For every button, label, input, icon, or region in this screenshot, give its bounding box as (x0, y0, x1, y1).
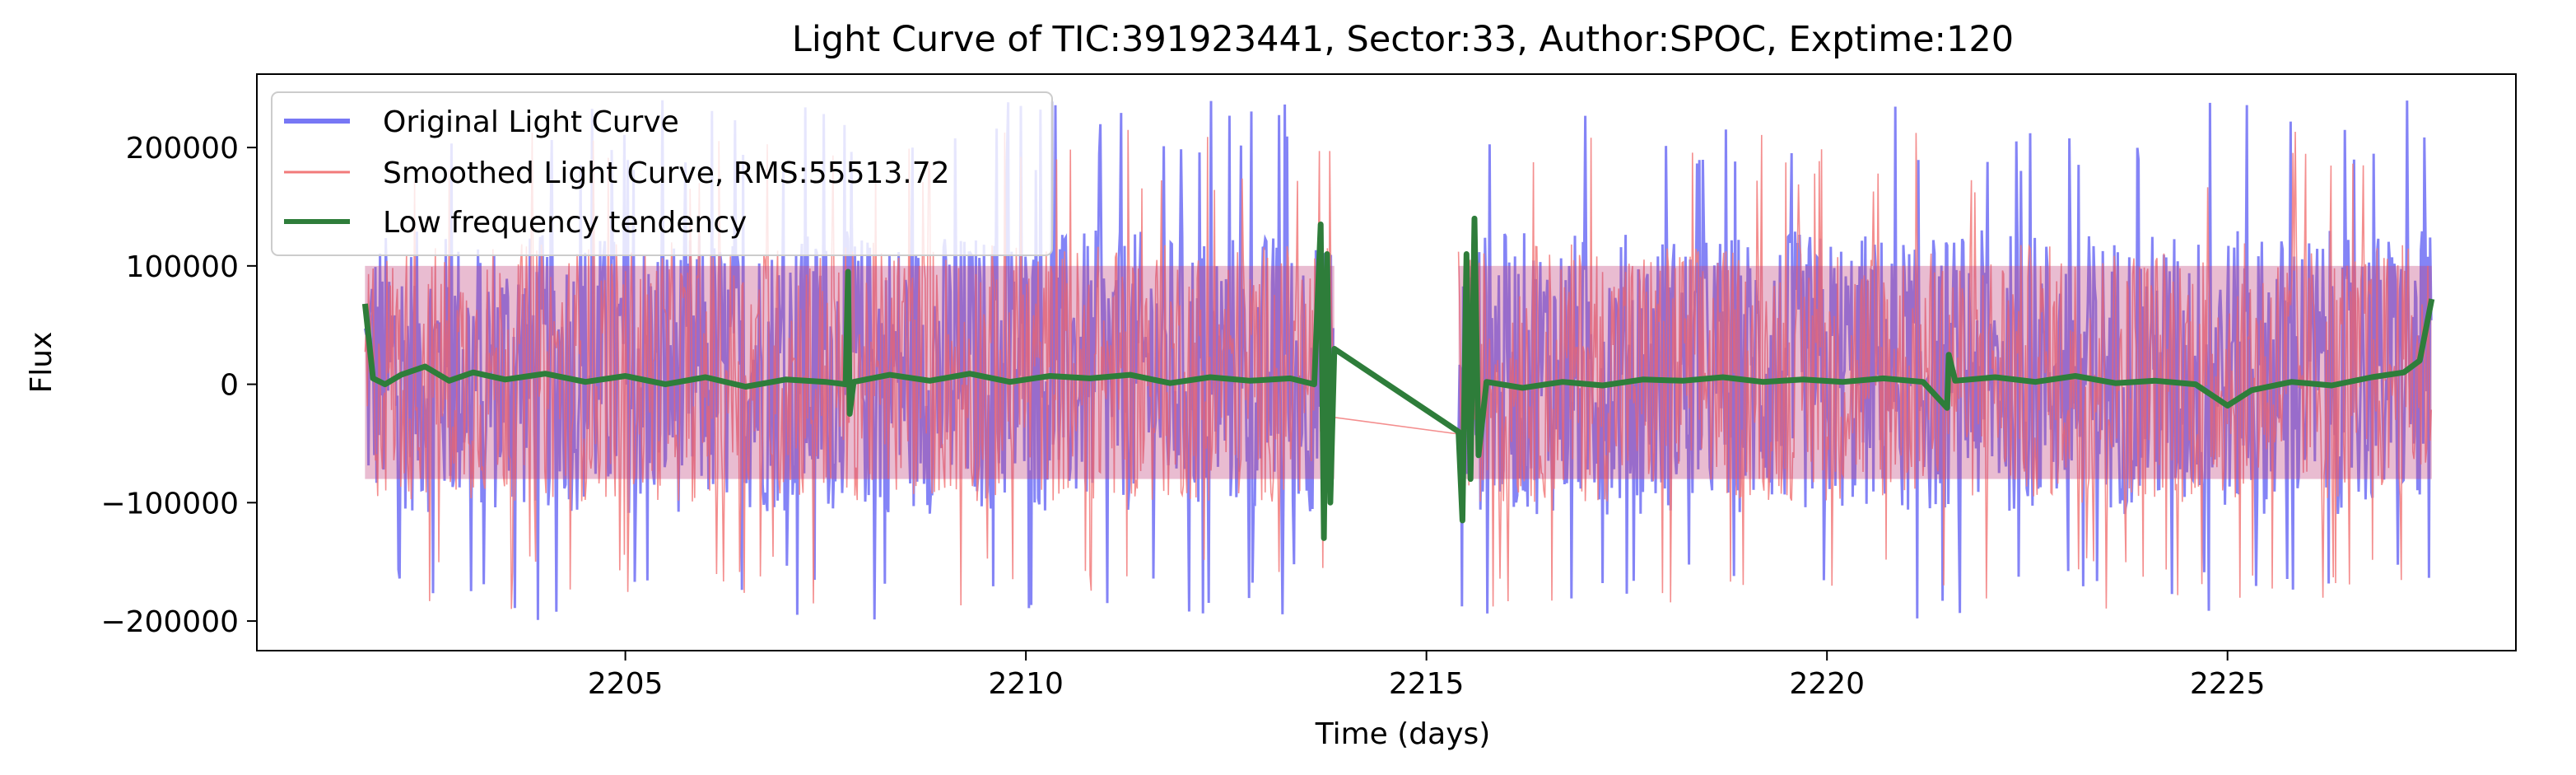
y-tick-label: 200000 (126, 132, 239, 166)
chart-title: Light Curve of TIC:391923441, Sector:33,… (792, 19, 2014, 60)
x-axis: 2205 2210 2215 2220 2225 (588, 651, 2266, 701)
series-low-frequency-tendency (361, 215, 2435, 541)
x-tick-label: 2205 (588, 667, 664, 701)
x-tick-label: 2210 (988, 667, 1064, 701)
legend: Original Light Curve Smoothed Light Curv… (271, 91, 1053, 256)
legend-box (271, 91, 1053, 256)
x-axis-label: Time (days) (1315, 717, 1491, 751)
plot-area (256, 73, 2517, 651)
plot-frame (256, 73, 2517, 651)
y-tick-label: −100000 (100, 487, 239, 521)
x-tick-label: 2220 (1789, 667, 1865, 701)
series-overlap-band (1458, 265, 2432, 479)
y-axis: −200000 −100000 0 100000 200000 (100, 132, 257, 639)
series-layer (361, 100, 2435, 620)
y-tick-label: −200000 (100, 605, 239, 639)
x-tick-label: 2215 (1389, 667, 1465, 701)
y-tick-label: 0 (220, 369, 239, 403)
y-tick-label: 100000 (126, 250, 239, 284)
y-axis-label: Flux (25, 332, 58, 394)
x-tick-label: 2225 (2190, 667, 2266, 701)
legend-label-smoothed: Smoothed Light Curve, RMS:55513.72 (383, 156, 950, 190)
legend-label-original: Original Light Curve (383, 105, 679, 139)
legend-label-trend: Low frequency tendency (383, 206, 747, 240)
